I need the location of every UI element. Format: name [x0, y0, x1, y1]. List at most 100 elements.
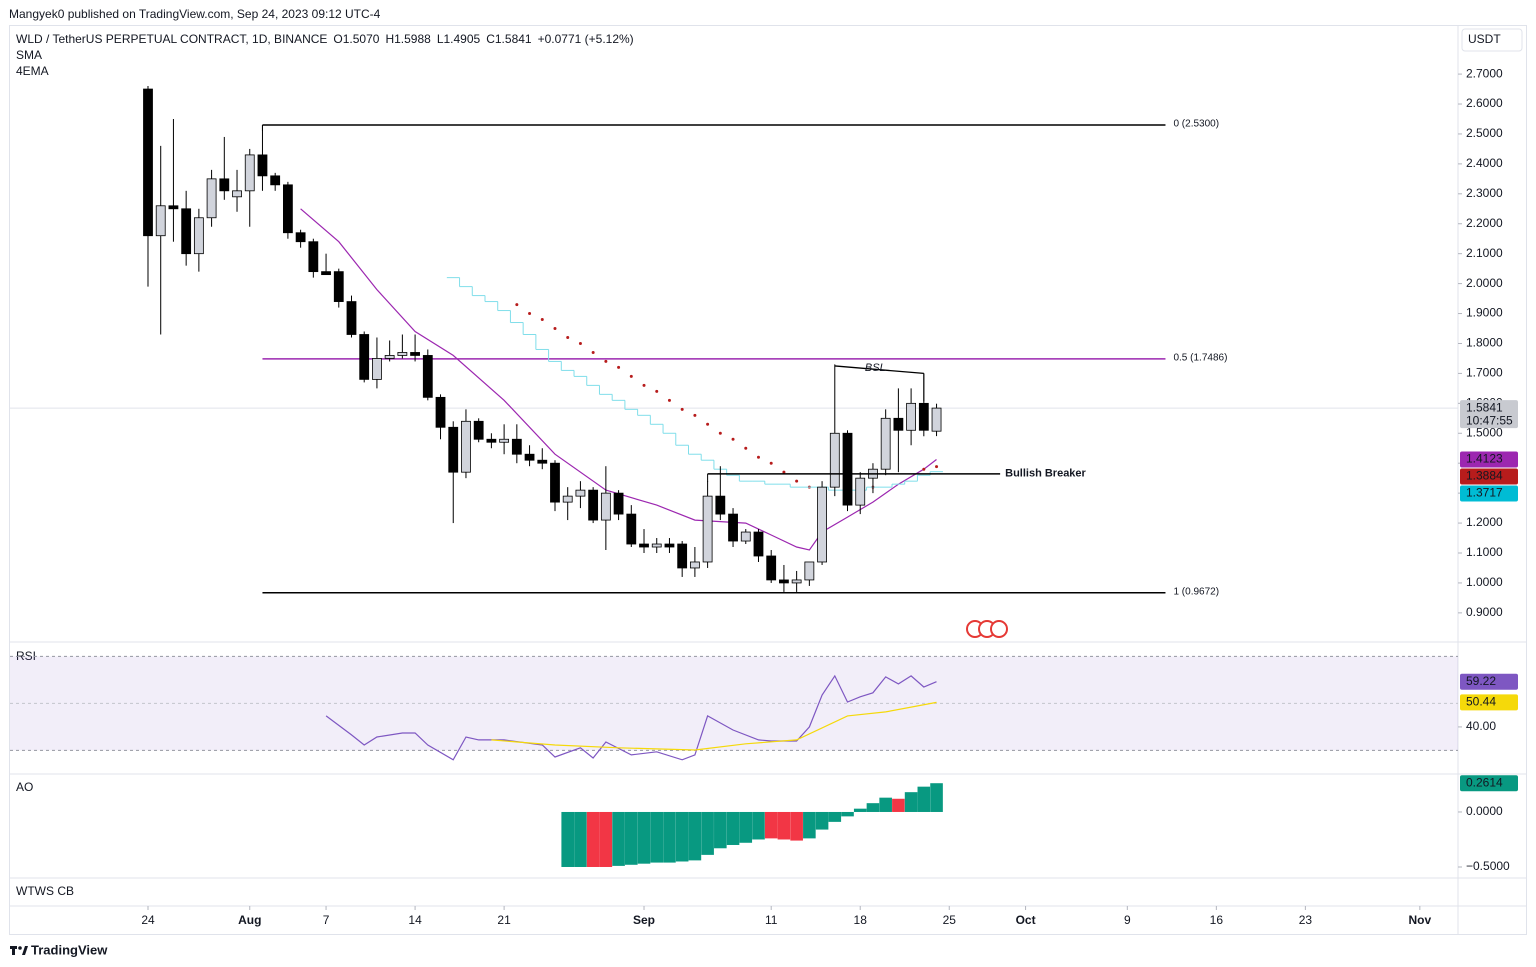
ao-bar [853, 808, 867, 812]
fib-level-label: 0 (2.5300) [1173, 119, 1219, 130]
candle-body [422, 355, 433, 398]
published-note: Mangyek0 published on TradingView.com, S… [9, 7, 381, 21]
pane-title: RSI [16, 649, 36, 663]
ohlc-label: +0.0771 (+5.12%) [538, 32, 634, 46]
event-icons [966, 620, 1008, 638]
ao-bar [752, 811, 765, 840]
signal-dot [617, 365, 621, 369]
value-tag [1460, 468, 1518, 485]
ao-bar [828, 811, 842, 822]
signal-dot [782, 470, 786, 474]
candle-body [397, 352, 408, 356]
candle-body [804, 561, 815, 581]
candle-body [651, 543, 662, 548]
candle-body [600, 492, 611, 521]
last-price-label: 1.5841 [1466, 400, 1503, 414]
candle-body [753, 531, 764, 557]
ao-bar [675, 811, 689, 862]
ao-bar [637, 811, 651, 864]
x-tick-label: 25 [943, 913, 957, 927]
bsl-line [834, 365, 924, 375]
candle-body [321, 271, 331, 276]
candle-body [677, 543, 688, 569]
candle-body [372, 358, 382, 380]
candle-body [295, 232, 306, 243]
candle-body [562, 495, 573, 503]
candle-body [257, 154, 268, 177]
sma-line [300, 208, 937, 551]
ohlc-label: C1.5841 [486, 32, 532, 46]
indicator-line [325, 674, 937, 761]
y-tick-label: 2.4000 [1466, 156, 1503, 170]
fib-level-label: 0.5 (1.7486) [1173, 353, 1227, 364]
ao-bar [650, 811, 664, 863]
ao-bar [790, 811, 803, 841]
y-tick-label: 2.5000 [1466, 126, 1503, 140]
x-tick-label: Oct [1016, 913, 1036, 927]
ao-bar [574, 811, 587, 867]
x-tick-label: 18 [854, 913, 868, 927]
candle-body [613, 492, 624, 515]
x-tick-label: 11 [765, 913, 778, 927]
candle-body [639, 543, 649, 548]
ohlc-label: O1.5070 [333, 32, 379, 46]
candle-body [715, 495, 726, 515]
candle-body [689, 561, 700, 569]
candle-body [779, 579, 789, 584]
y-tick-label: 1.1000 [1466, 545, 1503, 559]
candle-body [550, 462, 560, 503]
last-price-tag [1460, 400, 1518, 429]
candle-body [893, 417, 904, 431]
candle-body [282, 184, 293, 234]
signal-dot [591, 350, 595, 354]
candle-body [143, 88, 153, 237]
ao-bar [930, 783, 943, 812]
signal-dot [655, 389, 659, 393]
candle-body [918, 402, 929, 431]
bsl-label: BSL [865, 362, 886, 374]
countdown: 10:47:55 [1466, 413, 1513, 427]
value-tag-label: 59.22 [1466, 674, 1496, 688]
candle-body [448, 426, 459, 473]
y-tick-label: 2.6000 [1466, 96, 1503, 110]
fib-level-label: 1 (0.9672) [1173, 586, 1219, 597]
candle-body [842, 432, 853, 506]
indicator-name: 4EMA [16, 64, 49, 78]
candle-body [181, 208, 192, 255]
ao-bar [777, 811, 791, 840]
ao-bar [701, 811, 714, 855]
candle-body [461, 420, 471, 473]
value-tag [1460, 673, 1518, 690]
ao-bar [599, 811, 613, 867]
value-tag [1460, 485, 1518, 502]
x-tick-label: Nov [1409, 913, 1432, 927]
candle-body [308, 241, 319, 273]
currency-box[interactable] [1461, 28, 1523, 52]
candle-body [626, 513, 637, 545]
symbol-name: WLD / TetherUS PERPETUAL CONTRACT, 1D, B… [16, 32, 327, 46]
signal-dot [718, 431, 722, 435]
candle-body [855, 477, 866, 506]
x-tick-label: Sep [633, 913, 655, 927]
brand: TradingView [31, 942, 108, 957]
y-tick-label: 1.9000 [1466, 306, 1503, 320]
x-tick-label: Aug [238, 913, 261, 927]
signal-dot [667, 398, 671, 402]
pane-title: AO [16, 780, 33, 794]
ao-bar [841, 811, 854, 817]
candle-body [588, 489, 599, 521]
candle-body [232, 190, 242, 198]
value-tag [1460, 694, 1518, 711]
candle-body [193, 217, 204, 255]
candle-body [206, 178, 217, 219]
candle-body [817, 486, 827, 563]
candle-body [359, 334, 370, 380]
signal-dot [769, 461, 773, 465]
y-tick-label: 2.0000 [1466, 276, 1503, 290]
candle-body [499, 438, 510, 443]
x-tick-label: 14 [408, 913, 422, 927]
candle-body [664, 543, 675, 548]
signal-dot [642, 383, 646, 387]
y-tick-label: 2.2000 [1466, 216, 1503, 230]
